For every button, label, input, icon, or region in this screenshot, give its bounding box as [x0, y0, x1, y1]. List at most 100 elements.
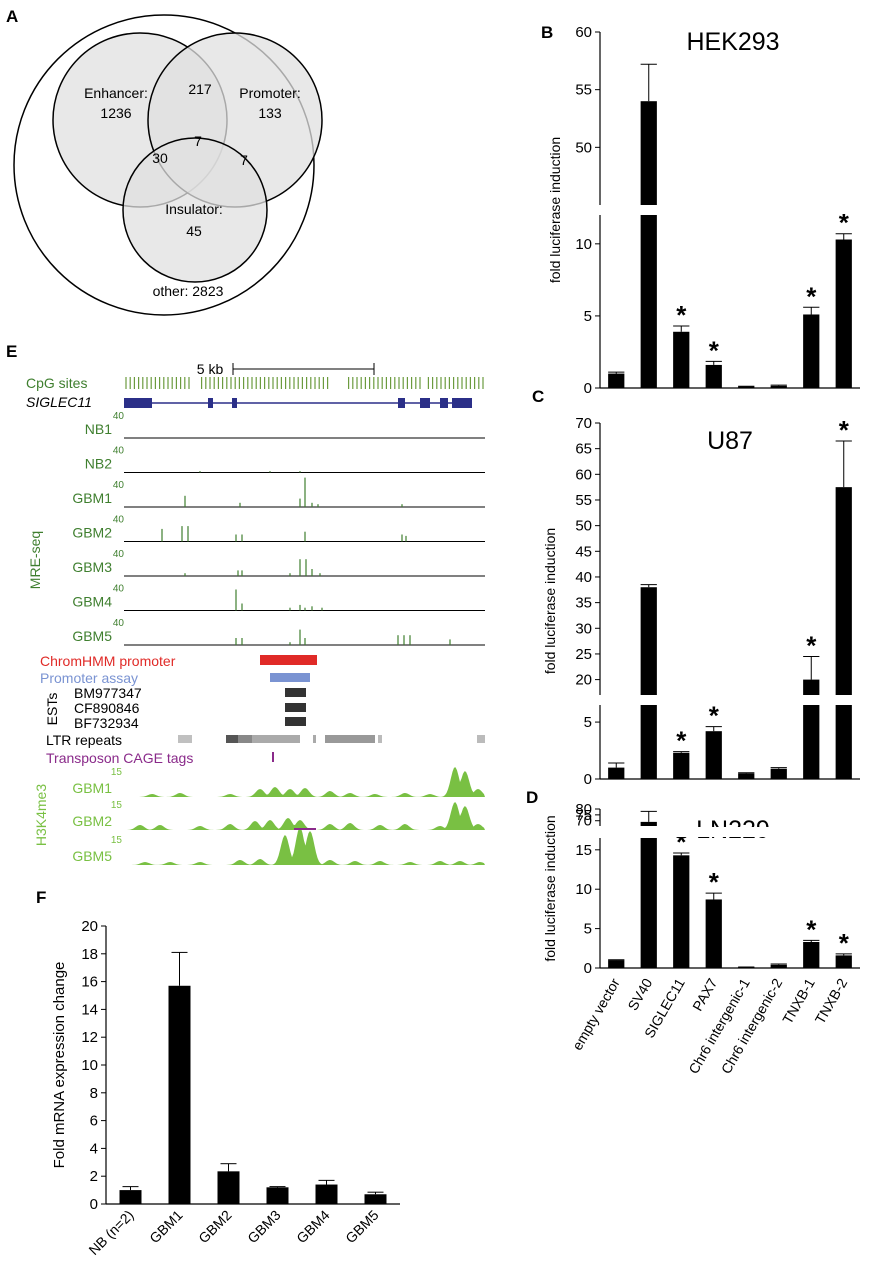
- category-label: GBM4: [293, 1207, 333, 1247]
- panel-label-c: C: [532, 387, 544, 406]
- bar: [608, 767, 625, 779]
- bar: [705, 899, 722, 968]
- bar-lower-segment: [640, 705, 657, 779]
- y-tick-label: 20: [575, 672, 592, 689]
- category-label: GBM1: [146, 1207, 186, 1247]
- y-tick-label: 18: [81, 946, 98, 963]
- chromhmm-label: ChromHMM promoter: [40, 653, 176, 669]
- mre-scale-max: 40: [113, 618, 125, 629]
- venn-insulator-circle: [122, 137, 268, 283]
- significance-marker: *: [709, 867, 720, 897]
- y-tick-label: 35: [575, 595, 592, 612]
- category-label: GBM5: [342, 1207, 382, 1247]
- y-tick-label: 10: [81, 1057, 98, 1074]
- mrna-expression-chart: F Fold mRNA expression change 0 2 4 6 8 10 12 14…: [36, 888, 400, 1258]
- gene-exon: [398, 398, 405, 408]
- venn-insulator-value: 45: [186, 223, 202, 239]
- significance-marker: *: [676, 300, 687, 330]
- significance-marker: *: [676, 726, 687, 756]
- venn-promoter-insulator-value: 7: [240, 152, 248, 168]
- u87-chart: C U87 fold luciferase induction 0 5 20 25 30 35…: [532, 387, 860, 788]
- chromhmm-bar: [260, 655, 317, 665]
- y-tick-label: 5: [584, 921, 592, 938]
- bar: [835, 487, 852, 695]
- mre-scale-max: 40: [113, 446, 125, 457]
- y-tick-label: 65: [575, 441, 592, 458]
- y-tick-label: 60: [575, 466, 592, 483]
- category-label: NB (n=2): [85, 1207, 136, 1258]
- y-tick-label: 0: [584, 380, 592, 397]
- bar: [608, 373, 625, 388]
- y-tick-label: 4: [90, 1140, 98, 1157]
- ln229-chart: D LN229fold luciferase induction05101570…: [526, 788, 860, 1077]
- bar: [119, 1190, 142, 1204]
- y-tick-label: 25: [575, 646, 592, 663]
- y-axis-label: fold luciferase induction: [542, 815, 558, 961]
- mre-sample-label: GBM1: [72, 490, 112, 506]
- h3k-signal: [124, 767, 485, 797]
- venn-promoter-label: Promoter:: [239, 85, 300, 101]
- genome-track-panel: E 5 kb CpG sites SIGLEC11 MRE-seq NB140N…: [6, 342, 485, 865]
- h3k-cage-marker: [294, 828, 316, 830]
- category-label: GBM3: [244, 1207, 284, 1247]
- gene-exon: [208, 398, 213, 408]
- y-tick-label: 5: [584, 714, 592, 731]
- h3k-signal: [124, 802, 485, 830]
- mre-sample-label: GBM4: [72, 594, 112, 610]
- bar: [803, 679, 820, 695]
- chart-title: HEK293: [686, 28, 779, 56]
- gene-exon: [420, 398, 430, 408]
- est-bar-1: [285, 703, 306, 712]
- bar: [673, 331, 690, 388]
- significance-marker: *: [806, 281, 817, 311]
- axis-break-gap: [592, 696, 860, 704]
- y-tick-label: 60: [575, 24, 592, 41]
- venn-center-value: 7: [194, 133, 202, 149]
- bar: [738, 773, 755, 779]
- venn-enhancer-promoter-value: 217: [188, 81, 212, 97]
- cage-tag-mark: [272, 752, 274, 762]
- significance-marker: *: [839, 928, 850, 958]
- promoter-assay-bar: [270, 673, 310, 682]
- venn-enhancer-label: Enhancer:: [84, 85, 148, 101]
- mre-scale-max: 40: [113, 515, 125, 526]
- bar: [608, 960, 625, 968]
- h3k-sample-label: GBM5: [72, 848, 112, 864]
- est-label-1: CF890846: [74, 700, 140, 716]
- y-tick-label: 20: [81, 918, 98, 935]
- y-tick-label: 14: [81, 1001, 98, 1018]
- bar: [835, 955, 852, 968]
- bar: [673, 855, 690, 968]
- bar: [705, 731, 722, 779]
- est-group-label: ESTs: [44, 693, 60, 726]
- bar: [738, 967, 755, 968]
- bar: [315, 1184, 338, 1204]
- y-tick-label: 75: [575, 807, 592, 824]
- y-tick-label: 10: [575, 881, 592, 898]
- bar: [673, 752, 690, 779]
- venn-insulator-label: Insulator:: [165, 201, 223, 217]
- gene-exon: [466, 398, 472, 408]
- est-label-0: BM977347: [74, 685, 142, 701]
- y-tick-label: 70: [575, 415, 592, 432]
- bar: [640, 101, 657, 205]
- mre-scale-max: 40: [113, 549, 125, 560]
- y-tick-label: 0: [584, 960, 592, 977]
- panel-label-f: F: [36, 888, 46, 907]
- h3k-scale-max: 15: [111, 767, 123, 778]
- h3k4me3-tracks: GBM1 15 GBM2 15 GBM5 15: [72, 767, 485, 865]
- promoter-assay-label: Promoter assay: [40, 670, 138, 686]
- gene-exon: [232, 398, 237, 408]
- significance-marker: *: [709, 701, 720, 731]
- bar-lower-segment: [835, 705, 852, 779]
- bar: [770, 385, 787, 388]
- y-tick-label: 12: [81, 1029, 98, 1046]
- y-tick-label: 15: [575, 842, 592, 859]
- bar: [640, 587, 657, 695]
- bar: [217, 1171, 240, 1204]
- significance-marker: *: [806, 914, 817, 944]
- h3k-scale-max: 15: [111, 800, 123, 811]
- cpg-sites-label: CpG sites: [26, 375, 87, 391]
- bar: [738, 386, 755, 388]
